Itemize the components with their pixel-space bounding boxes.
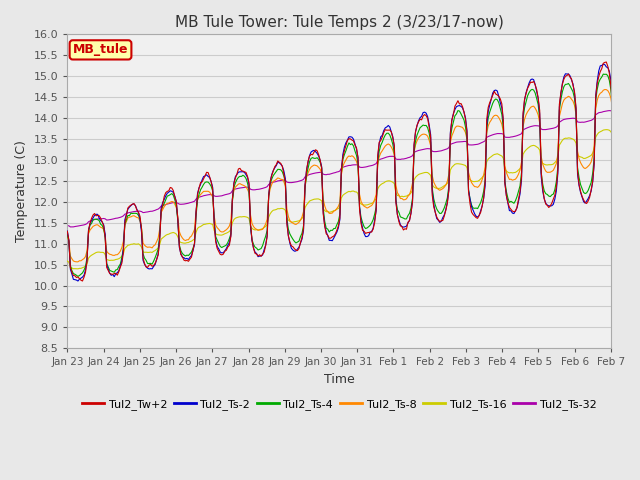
Tul2_Tw+2 [103,264,111,270]
X-axis label: Time: Time [324,373,355,386]
Tul2_Ts-4 [364,225,371,231]
Tul2_Ts-4 [103,261,111,266]
Tul2_Ts-16 [84,255,92,261]
Tul2_Ts-16 [564,135,572,141]
Tul2_Tw+2 [84,228,92,233]
Tul2_Tw+2 [564,71,572,77]
Line: Tul2_Tw+2: Tul2_Tw+2 [67,52,640,281]
Tul2_Ts-2 [636,48,640,54]
Tul2_Ts-8 [74,259,82,264]
Tul2_Ts-4 [63,231,71,237]
Tul2_Ts-16 [63,258,71,264]
Tul2_Ts-32 [67,224,74,230]
Tul2_Ts-8 [84,231,92,237]
Tul2_Ts-4 [74,274,82,279]
Line: Tul2_Ts-32: Tul2_Ts-32 [67,103,640,227]
Tul2_Tw+2 [478,203,486,209]
Tul2_Ts-2 [103,262,111,268]
Tul2_Ts-2 [63,228,71,234]
Tul2_Ts-32 [478,140,486,145]
Tul2_Ts-8 [564,94,572,99]
Tul2_Ts-32 [63,223,71,228]
Text: MB_tule: MB_tule [73,43,128,56]
Tul2_Ts-16 [637,117,640,123]
Tul2_Tw+2 [63,228,71,234]
Tul2_Ts-32 [564,116,572,121]
Tul2_Ts-2 [74,278,82,284]
Tul2_Ts-32 [84,219,92,225]
Line: Tul2_Ts-2: Tul2_Ts-2 [67,51,640,281]
Tul2_Ts-16 [478,175,486,180]
Title: MB Tule Tower: Tule Temps 2 (3/23/17-now): MB Tule Tower: Tule Temps 2 (3/23/17-now… [175,15,504,30]
Y-axis label: Temperature (C): Temperature (C) [15,140,28,242]
Line: Tul2_Ts-16: Tul2_Ts-16 [67,120,640,269]
Tul2_Ts-8 [103,248,111,254]
Tul2_Ts-8 [63,234,71,240]
Tul2_Tw+2 [636,49,640,55]
Tul2_Ts-4 [478,195,486,201]
Tul2_Ts-16 [364,202,371,208]
Line: Tul2_Ts-8: Tul2_Ts-8 [67,78,640,262]
Tul2_Tw+2 [364,230,371,236]
Tul2_Tw+2 [79,278,86,284]
Tul2_Ts-4 [636,58,640,64]
Tul2_Ts-16 [74,266,82,272]
Tul2_Ts-2 [564,71,572,77]
Tul2_Ts-8 [478,177,486,182]
Tul2_Ts-32 [364,164,371,169]
Tul2_Ts-32 [103,217,111,223]
Tul2_Ts-2 [364,234,371,240]
Tul2_Ts-4 [564,81,572,86]
Tul2_Ts-4 [84,228,92,234]
Tul2_Ts-16 [103,257,111,263]
Tul2_Ts-2 [478,203,486,209]
Legend: Tul2_Tw+2, Tul2_Ts-2, Tul2_Ts-4, Tul2_Ts-8, Tul2_Ts-16, Tul2_Ts-32: Tul2_Tw+2, Tul2_Ts-2, Tul2_Ts-4, Tul2_Ts… [77,395,601,415]
Tul2_Ts-2 [84,228,92,233]
Line: Tul2_Ts-4: Tul2_Ts-4 [67,61,640,276]
Tul2_Ts-8 [636,75,640,81]
Tul2_Ts-8 [364,205,371,211]
